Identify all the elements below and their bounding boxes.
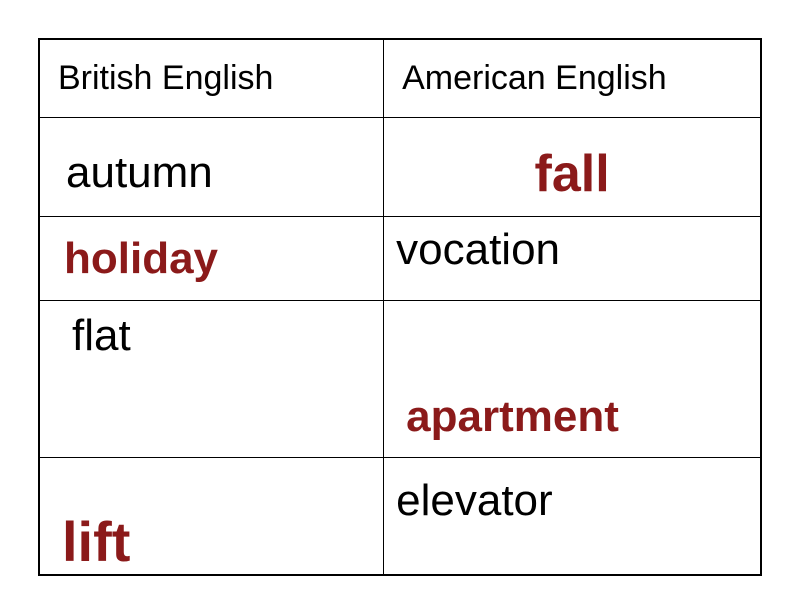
cell-american-2: apartment: [384, 301, 760, 457]
header-british: British English: [40, 40, 384, 117]
british-word-0: autumn: [66, 148, 213, 198]
vocabulary-table: British English American English autumn …: [38, 38, 762, 576]
header-american-label: American English: [402, 59, 760, 98]
american-word-1: vocation: [396, 225, 560, 275]
cell-american-1: vocation: [384, 217, 760, 300]
cell-american-3: elevator: [384, 458, 760, 574]
cell-british-1: holiday: [40, 217, 384, 300]
header-british-label: British English: [58, 59, 383, 98]
british-word-3: lift: [62, 509, 130, 574]
table-row: lift elevator: [40, 458, 760, 574]
british-word-1: holiday: [64, 234, 383, 284]
table-row: flat apartment: [40, 301, 760, 458]
cell-british-2: flat: [40, 301, 384, 457]
cell-british-3: lift: [40, 458, 384, 574]
cell-british-0: autumn: [40, 118, 384, 216]
american-word-2: apartment: [406, 392, 619, 442]
american-word-0: fall: [535, 144, 610, 204]
header-american: American English: [384, 40, 760, 117]
american-word-3: elevator: [396, 476, 553, 526]
table-row: autumn fall: [40, 118, 760, 217]
table-row: holiday vocation: [40, 217, 760, 301]
cell-american-0: fall: [384, 118, 760, 216]
table-header-row: British English American English: [40, 40, 760, 118]
british-word-2: flat: [72, 311, 131, 361]
